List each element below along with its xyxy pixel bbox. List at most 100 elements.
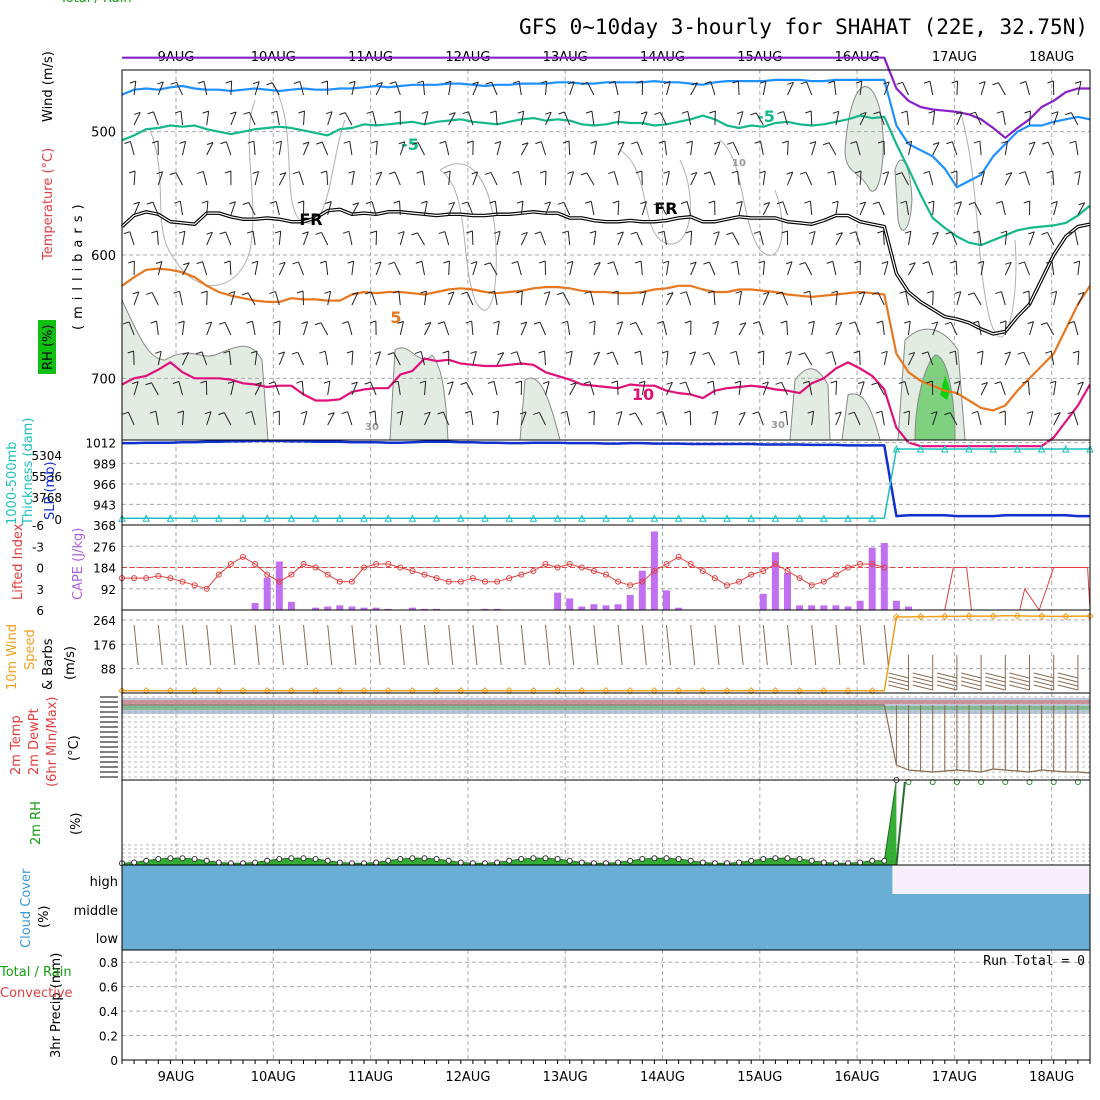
wind-barb-flag — [227, 380, 235, 384]
wind-barb-flag — [850, 141, 857, 144]
wind-barb — [278, 141, 282, 156]
wind-barb — [762, 261, 766, 276]
wind-barb-flag — [1005, 261, 1012, 265]
wind-barb — [708, 261, 716, 276]
li-marker — [748, 571, 755, 578]
wind-barb-flag — [374, 261, 382, 265]
wind-barb — [1070, 112, 1079, 126]
wind-barb-flag — [562, 140, 570, 144]
wind-barb-flag — [828, 80, 835, 84]
wind-barb — [420, 351, 425, 366]
ylabel-total-rain-h: Total / Rain — [0, 965, 72, 980]
rh2m-marker — [687, 857, 694, 864]
wind-barb — [932, 232, 939, 246]
wind-barb-flag — [663, 170, 670, 174]
wind-barb — [520, 201, 524, 216]
wind-barb-flag — [895, 172, 903, 176]
rh2m-marker — [542, 855, 549, 862]
wind-barb — [1029, 321, 1035, 336]
wind-barb — [448, 112, 456, 126]
wind-speed-marker — [868, 687, 876, 695]
wind-barb-flag — [229, 201, 236, 205]
li-line-late — [944, 567, 1091, 612]
surface-wind-barb-flag — [936, 680, 958, 687]
surface-wind-barb-flag — [912, 676, 933, 683]
wind-barb-flag — [293, 81, 301, 84]
rh2m-marker — [675, 856, 682, 863]
wind-panel: 88 176 264 10m Wind Speed & Barbs (m/s) — [5, 612, 1094, 695]
wind-barb — [496, 352, 505, 366]
wind-barb-flag — [883, 81, 890, 85]
contour-label: FR — [654, 199, 677, 218]
wind-barb-flag — [1077, 381, 1084, 385]
wind-barb — [1077, 292, 1085, 306]
thickness-marker — [529, 514, 538, 522]
wind-barb-flag — [370, 230, 377, 234]
wind-barb — [254, 382, 262, 396]
wind-barb — [713, 290, 716, 306]
wind-barb-flag — [611, 380, 618, 384]
wind-barb — [855, 141, 861, 156]
wind-barb-flag — [882, 171, 889, 175]
wind-barb — [206, 111, 210, 126]
rh-contour — [719, 139, 783, 256]
ylabel-cape: CAPE (J/kg) — [71, 528, 86, 600]
wind-speed-marker — [795, 687, 804, 695]
wind-barb — [442, 411, 450, 426]
wind-barb — [399, 141, 406, 156]
wind-tick-label: 264 — [93, 614, 116, 628]
wind-barb-flag — [147, 111, 154, 115]
wind-barb-flag — [1067, 411, 1074, 415]
wind-barb — [1001, 201, 1006, 216]
wind-barb — [1024, 171, 1030, 186]
date-label-bottom: 11AUG — [348, 1070, 393, 1085]
li-marker — [191, 582, 198, 589]
wind-barb-flag — [1018, 261, 1025, 265]
wind-barb — [1053, 412, 1061, 426]
wind-barb-flag — [585, 200, 592, 204]
li-marker — [385, 560, 392, 567]
wind-barb-flag — [739, 411, 746, 415]
thickness-marker — [723, 514, 731, 522]
wind-barb-flag — [470, 350, 477, 354]
wind-barb-flag — [877, 230, 884, 234]
cape-bar — [638, 570, 646, 610]
wind-barb — [686, 201, 692, 216]
wind-barb-flag — [657, 230, 665, 234]
surface-wind-barb — [375, 624, 381, 666]
cape-bar — [784, 573, 791, 610]
wind-barb — [951, 141, 958, 156]
cape-bar — [905, 606, 912, 610]
thickness-marker — [626, 514, 635, 522]
wind-barb — [590, 201, 595, 216]
surface-wind-barb-flag — [936, 684, 958, 691]
ylabel-2m-rh: 2m RH — [29, 801, 44, 845]
wind-speed-marker — [965, 612, 973, 620]
wind-barb-flag — [629, 322, 637, 326]
wind-barb-flag — [881, 261, 889, 264]
thickness-marker — [1013, 444, 1022, 453]
wind-barb — [178, 381, 183, 396]
rh2m-marker — [276, 856, 283, 863]
wind-barb-flag — [1028, 231, 1035, 235]
wind-barb-flag — [926, 380, 933, 384]
wind-barb-flag — [663, 81, 671, 84]
thickness-marker — [602, 514, 610, 522]
wind-barb-flag — [274, 230, 281, 234]
wind-barb — [254, 261, 259, 276]
rh2m-marker — [578, 859, 585, 866]
surface-wind-barb-flag — [1033, 672, 1054, 679]
wind-barb-flag — [439, 140, 446, 144]
wind-barb-flag — [411, 142, 419, 146]
thickness-marker — [190, 514, 199, 522]
wind-speed-marker — [263, 687, 271, 695]
li-marker — [373, 560, 380, 567]
wind-barb-flag — [1074, 80, 1082, 84]
wind-barb — [928, 171, 934, 186]
li-marker — [215, 571, 222, 578]
wind-barb-flag — [1022, 290, 1030, 294]
rh2m-marker — [179, 855, 186, 862]
wind-barb — [1051, 261, 1055, 276]
surface-wind-barb-flag — [960, 672, 982, 679]
wind-barb — [424, 381, 427, 396]
